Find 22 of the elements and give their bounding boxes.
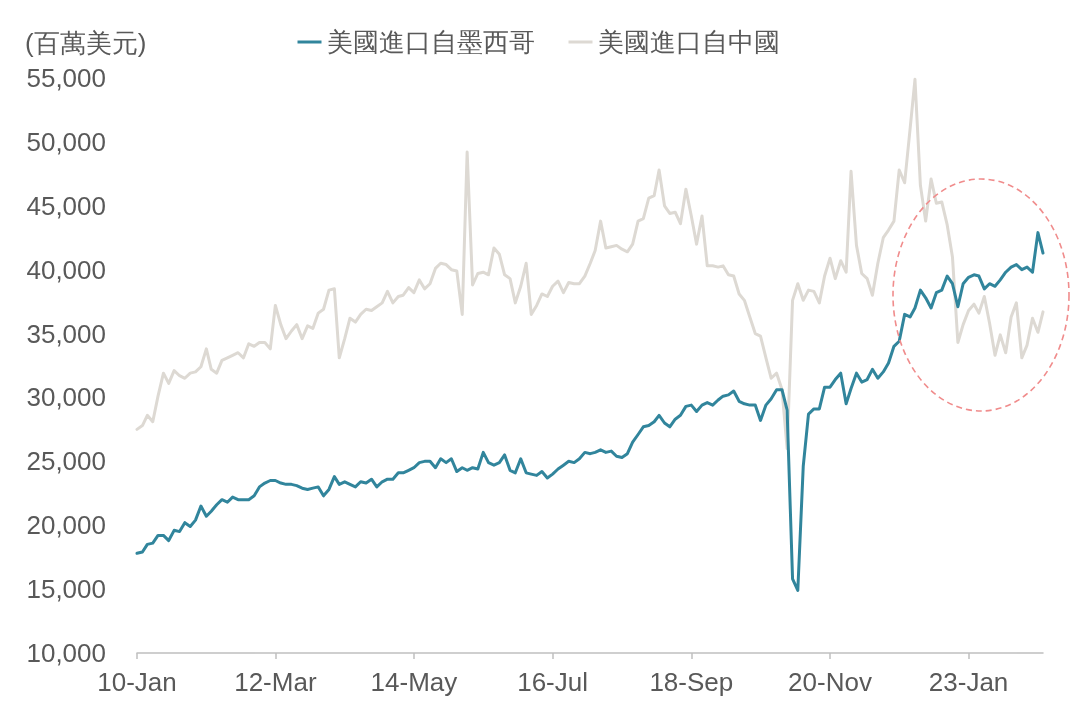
x-tick-label: 20-Nov <box>788 667 872 697</box>
line-series <box>135 231 1045 592</box>
y-tick-label: 45,000 <box>26 190 106 221</box>
y-axis-title: (百萬美元) <box>25 28 147 58</box>
line-series <box>135 77 1045 451</box>
x-tick-label: 18-Sep <box>649 667 734 697</box>
x-tick-label: 16-Jul <box>517 667 589 697</box>
y-tick-label: 40,000 <box>26 254 106 285</box>
x-tick-label: 10-Jan <box>97 667 177 697</box>
x-tick-label: 23-Jan <box>928 667 1009 697</box>
x-tick-label: 12-Mar <box>234 667 317 697</box>
y-tick-label: 15,000 <box>26 574 106 605</box>
x-tick-label: 14-May <box>370 667 458 697</box>
legend-label: 美國進口自中國 <box>597 27 780 57</box>
y-tick-label: 30,000 <box>26 382 106 413</box>
y-tick-label: 55,000 <box>26 63 106 93</box>
y-tick-label: 10,000 <box>26 638 106 668</box>
legend-label: 美國進口自墨西哥 <box>326 27 535 57</box>
y-tick-label: 50,000 <box>26 126 106 157</box>
y-tick-label: 35,000 <box>26 318 106 349</box>
y-tick-label: 20,000 <box>26 510 106 541</box>
y-tick-label: 25,000 <box>26 446 106 477</box>
